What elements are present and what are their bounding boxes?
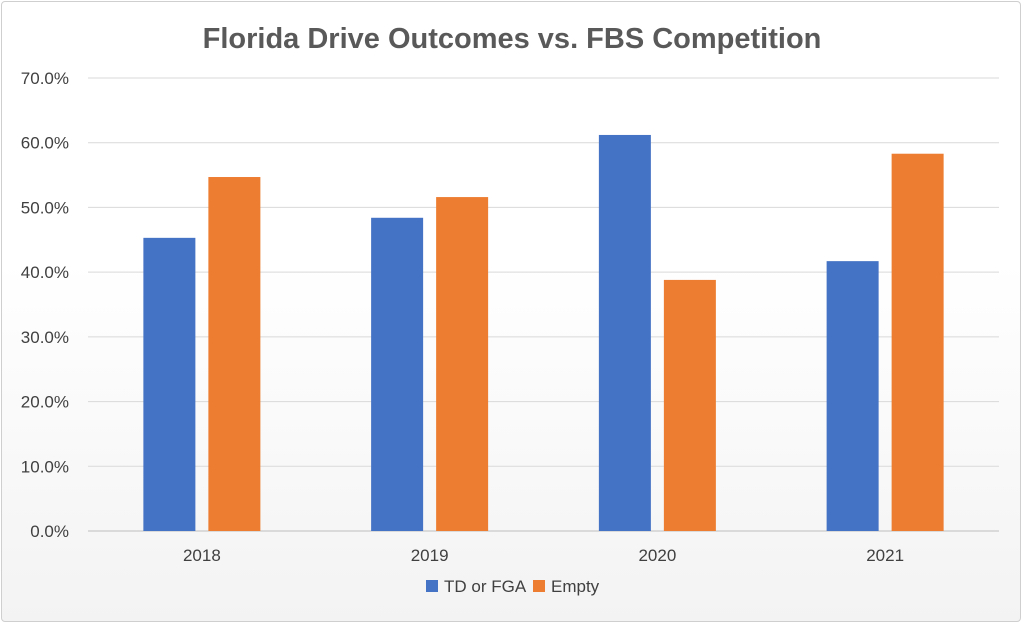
x-tick-label: 2021 xyxy=(866,546,904,565)
legend: TD or FGA Empty xyxy=(426,577,600,596)
y-axis-ticks: 0.0% 10.0% 20.0% 30.0% 40.0% 50.0% 60.0% 70.0% xyxy=(21,69,69,541)
y-tick-label: 0.0% xyxy=(30,522,69,541)
bar-td-or-fga-2020 xyxy=(598,134,651,531)
x-tick-label: 2018 xyxy=(183,546,221,565)
legend-label: TD or FGA xyxy=(444,577,527,596)
bar-empty-2021 xyxy=(891,153,944,532)
x-axis-ticks: 2018 2019 2020 2021 xyxy=(183,546,904,565)
y-tick-label: 70.0% xyxy=(21,69,69,88)
bar-empty-2020 xyxy=(663,279,716,531)
chart-title: Florida Drive Outcomes vs. FBS Competiti… xyxy=(203,23,822,55)
bar-td-or-fga-2021 xyxy=(826,261,879,531)
x-tick-label: 2020 xyxy=(638,546,676,565)
bar-empty-2019 xyxy=(436,197,489,531)
x-tick-label: 2019 xyxy=(411,546,449,565)
y-tick-label: 50.0% xyxy=(21,198,69,217)
y-tick-label: 30.0% xyxy=(21,328,69,347)
legend-swatch xyxy=(533,580,545,592)
y-tick-label: 20.0% xyxy=(21,393,69,412)
y-tick-label: 40.0% xyxy=(21,263,69,282)
bar-empty-2018 xyxy=(208,177,261,531)
y-tick-label: 10.0% xyxy=(21,457,69,476)
bar-td-or-fga-2019 xyxy=(371,217,424,532)
legend-label: Empty xyxy=(551,577,600,596)
y-tick-label: 60.0% xyxy=(21,134,69,153)
legend-swatch xyxy=(426,580,438,592)
bar-td-or-fga-2018 xyxy=(143,237,196,531)
bars xyxy=(143,134,944,532)
